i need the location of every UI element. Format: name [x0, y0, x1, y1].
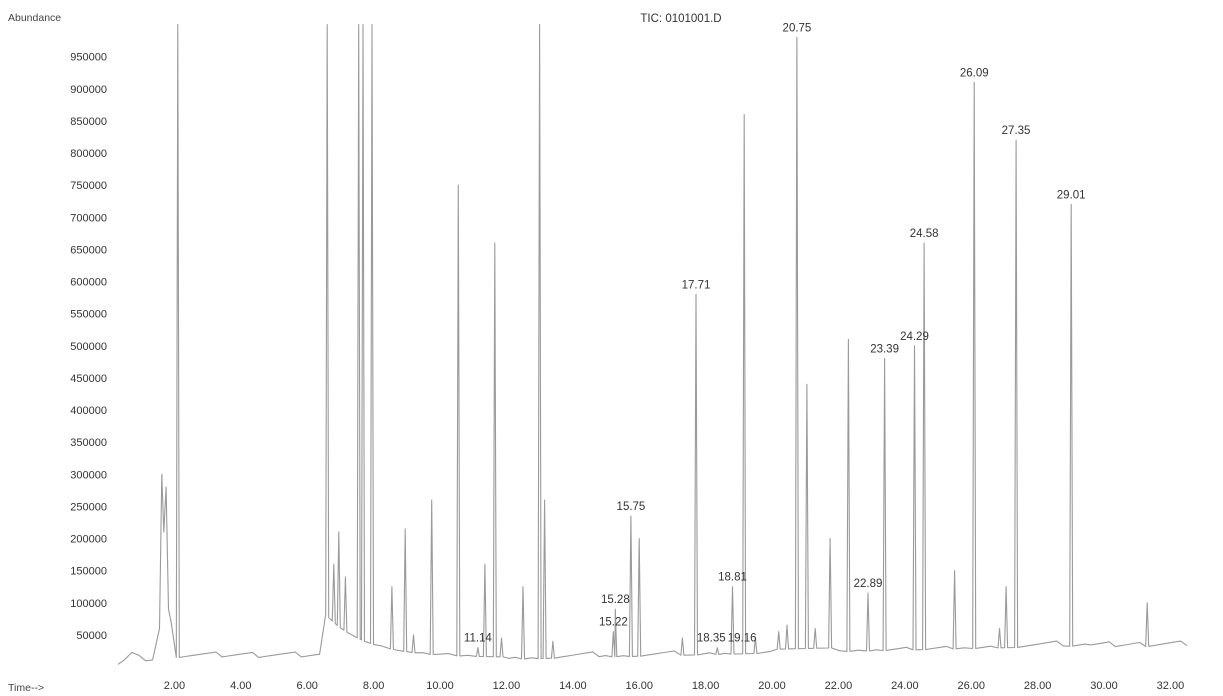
peak-label: 24.58 [910, 228, 939, 240]
peak-labels: 11.14 15.22 15.28 15.75 17.71 18.35 19.16 18.81… [464, 22, 1086, 644]
peak-label: 27.35 [1002, 125, 1031, 137]
x-tick-label: 6.00 [297, 680, 318, 692]
y-tick-label: 50000 [76, 630, 107, 642]
y-tick-label: 350000 [70, 437, 107, 449]
peak-label: 20.75 [783, 22, 812, 34]
x-axis-label: Time--> [8, 682, 44, 694]
peak-label: 11.14 [464, 633, 493, 645]
x-tick-label: 14.00 [559, 680, 587, 692]
x-axis-ticks: 2.00 4.00 6.00 8.00 10.00 12.00 14.00 16.00 18.0… [164, 680, 1184, 692]
y-axis-ticks: 50000 100000 150000 200000 250000 300000 35000… [70, 52, 107, 642]
x-tick-label: 22.00 [825, 680, 853, 692]
x-tick-label: 2.00 [164, 680, 185, 692]
y-tick-label: 300000 [70, 469, 107, 481]
x-tick-label: 30.00 [1090, 680, 1118, 692]
y-tick-label: 800000 [70, 148, 107, 160]
peak-label: 18.35 [697, 633, 726, 645]
x-tick-label: 32.00 [1157, 680, 1185, 692]
peak-label: 19.16 [728, 633, 757, 645]
x-tick-label: 16.00 [625, 680, 653, 692]
x-tick-label: 8.00 [363, 680, 384, 692]
y-tick-label: 600000 [70, 277, 107, 289]
x-tick-label: 18.00 [692, 680, 720, 692]
y-tick-label: 550000 [70, 309, 107, 321]
y-tick-label: 750000 [70, 180, 107, 192]
peak-label: 26.09 [960, 67, 989, 79]
peak-label: 15.75 [617, 501, 646, 513]
peak-label: 15.28 [601, 594, 630, 606]
peak-label: 24.29 [900, 331, 929, 343]
x-tick-label: 4.00 [230, 680, 251, 692]
y-tick-label: 100000 [70, 598, 107, 610]
y-tick-label: 450000 [70, 373, 107, 385]
y-tick-label: 400000 [70, 405, 107, 417]
y-tick-label: 500000 [70, 341, 107, 353]
peak-label: 18.81 [718, 572, 747, 584]
y-tick-label: 200000 [70, 534, 107, 546]
x-tick-label: 26.00 [957, 680, 985, 692]
y-axis-label: Abundance [8, 12, 61, 24]
x-tick-label: 20.00 [758, 680, 786, 692]
y-tick-label: 250000 [70, 501, 107, 513]
y-tick-label: 900000 [70, 84, 107, 96]
chart-title: TIC: 0101001.D [640, 13, 721, 25]
x-tick-label: 12.00 [493, 680, 521, 692]
peak-label: 22.89 [854, 578, 883, 590]
x-tick-label: 28.00 [1024, 680, 1052, 692]
y-tick-label: 850000 [70, 116, 107, 128]
y-tick-label: 950000 [70, 52, 107, 64]
peak-label: 23.39 [870, 344, 899, 356]
x-tick-label: 10.00 [426, 680, 454, 692]
tic-trace [117, 23, 1188, 665]
x-tick-label: 24.00 [891, 680, 919, 692]
peak-label: 15.22 [599, 617, 628, 629]
y-tick-label: 700000 [70, 212, 107, 224]
y-tick-label: 150000 [70, 566, 107, 578]
peak-label: 29.01 [1057, 189, 1086, 201]
y-tick-label: 650000 [70, 244, 107, 256]
peak-label: 17.71 [682, 279, 711, 291]
